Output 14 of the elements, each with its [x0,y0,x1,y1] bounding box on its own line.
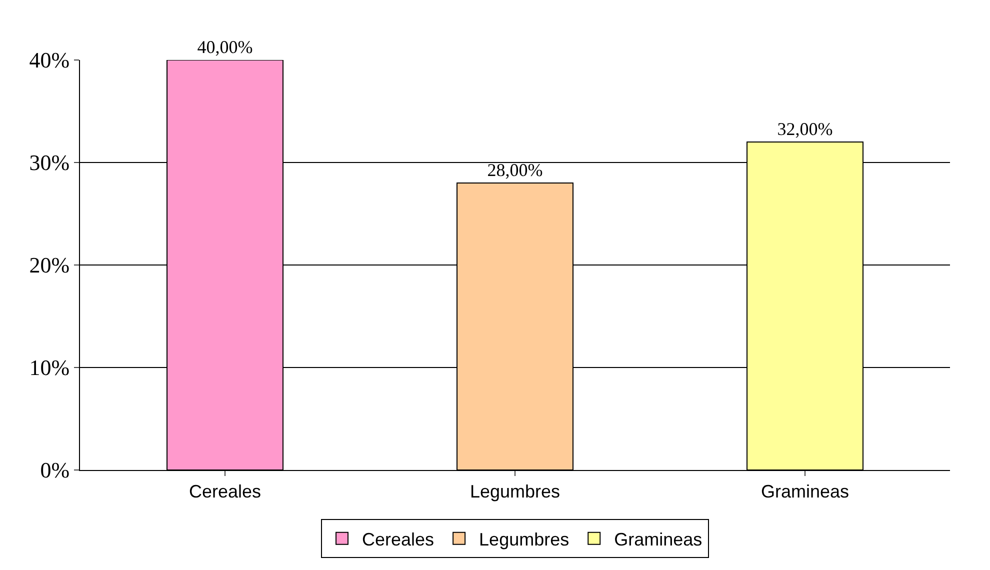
data-label: 40,00% [197,37,253,57]
legend-label: Gramineas [614,529,702,550]
data-label: 28,00% [487,160,543,180]
y-tick-label: 30% [29,150,70,176]
y-tick-label: 40% [29,48,70,73]
y-tick-label: 0% [40,458,70,483]
x-tick-label: Legumbres [470,482,560,502]
x-tick-label: Gramineas [760,482,850,502]
y-tick-label: 10% [29,355,70,380]
y-tick-label: 20% [29,252,70,278]
data-label: 32,00% [777,119,833,139]
legend-label: Cereales [362,529,434,550]
legend-label: Legumbres [479,529,570,550]
x-tick-label: Cereales [188,482,262,502]
